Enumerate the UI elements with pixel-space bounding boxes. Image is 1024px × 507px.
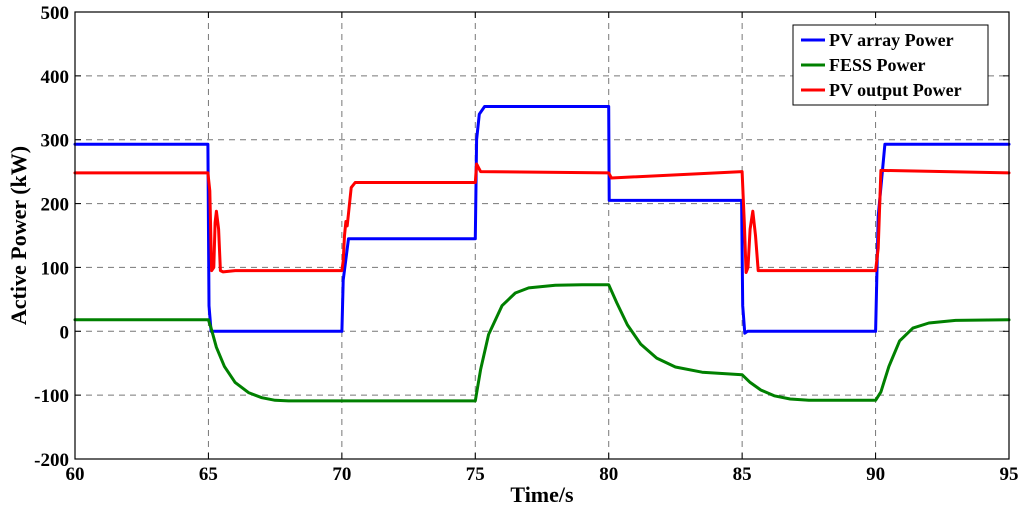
y-tick-label: 100	[41, 258, 70, 279]
y-tick-label: 300	[41, 131, 70, 152]
plot-frame	[74, 11, 1010, 460]
x-tick-label: 75	[466, 464, 485, 485]
fess-power-line	[73, 283, 1011, 403]
x-tick-label: 85	[733, 464, 752, 485]
y-tick-label: 400	[41, 67, 70, 88]
legend-box	[792, 24, 989, 106]
x-tick-labels: 60 65 70 75 80 85 90 95	[66, 464, 1019, 485]
series-layer	[73, 105, 1011, 403]
x-axis-label: Time/s	[510, 482, 574, 507]
x-tick-label: 65	[199, 464, 218, 485]
y-tick-label: -100	[34, 386, 69, 407]
tick-marks	[74, 11, 1010, 460]
x-tick-label: 90	[866, 464, 885, 485]
y-axis-label: Active Power (kW)	[6, 146, 31, 325]
y-tick-label: 200	[41, 195, 70, 216]
x-tick-label: 70	[332, 464, 351, 485]
pv-output-power-line	[73, 162, 1011, 274]
legend-label: FESS Power	[829, 55, 926, 75]
legend-label: PV array Power	[829, 30, 954, 50]
x-tick-label: 95	[1000, 464, 1019, 485]
y-tick-label: -200	[34, 450, 69, 471]
pv-array-power-line	[73, 105, 1011, 335]
x-tick-label: 80	[599, 464, 618, 485]
x-tick-label: 60	[66, 464, 85, 485]
y-tick-label: 500	[41, 3, 70, 24]
y-tick-label: 0	[60, 322, 70, 343]
legend-label: PV output Power	[829, 80, 962, 100]
y-tick-labels: -200 -100 0 100 200 300 400 500	[34, 3, 69, 471]
legend: PV array Power FESS Power PV output Power	[792, 24, 989, 106]
